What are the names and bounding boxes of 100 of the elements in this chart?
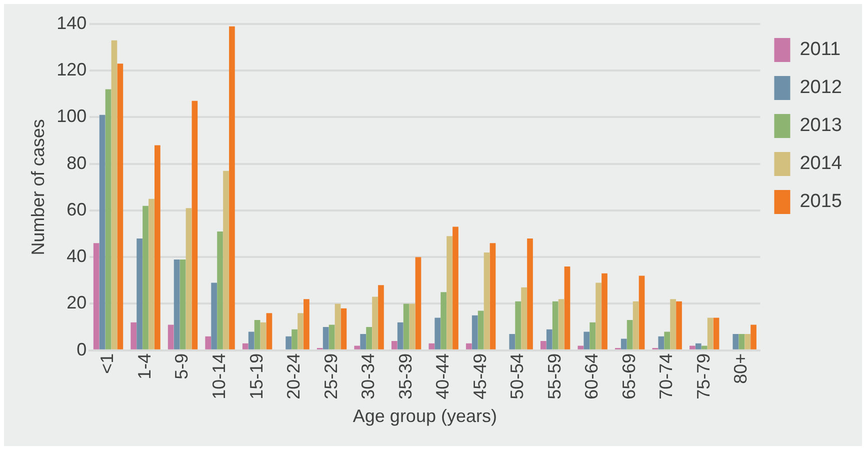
bar bbox=[478, 310, 484, 350]
bar bbox=[403, 304, 410, 350]
y-tick-label: 100 bbox=[56, 106, 87, 126]
y-tick-label: 0 bbox=[76, 339, 87, 360]
bar bbox=[527, 238, 533, 350]
bar bbox=[701, 346, 708, 350]
bar bbox=[378, 285, 384, 350]
x-axis-title: Age group (years) bbox=[352, 406, 497, 426]
bar bbox=[658, 336, 664, 350]
bar bbox=[484, 252, 490, 350]
bar bbox=[602, 273, 608, 350]
legend-label: 2013 bbox=[800, 115, 842, 136]
legend-label: 2011 bbox=[800, 39, 841, 60]
bar bbox=[638, 276, 645, 350]
bar bbox=[415, 257, 422, 350]
bar bbox=[205, 336, 212, 350]
bar bbox=[148, 198, 154, 350]
bar bbox=[99, 114, 106, 350]
bar bbox=[105, 89, 112, 350]
bar bbox=[521, 287, 527, 350]
bar bbox=[154, 145, 160, 350]
bar bbox=[690, 346, 696, 350]
legend-label: 2015 bbox=[800, 191, 842, 212]
y-tick-label: 40 bbox=[66, 246, 87, 266]
x-tick-label: 35-39 bbox=[395, 353, 416, 400]
legend-label: 2012 bbox=[800, 77, 842, 98]
bar bbox=[578, 346, 584, 350]
bar bbox=[254, 320, 260, 350]
x-tick-label: 60-64 bbox=[582, 353, 602, 400]
bar bbox=[596, 282, 602, 350]
y-tick-label: 120 bbox=[56, 60, 87, 80]
bar bbox=[676, 301, 682, 350]
bar bbox=[670, 299, 676, 350]
bar bbox=[440, 292, 446, 350]
bar bbox=[168, 324, 174, 350]
bar bbox=[223, 170, 229, 350]
bar bbox=[117, 64, 124, 350]
bar bbox=[713, 318, 720, 350]
bar bbox=[136, 238, 142, 350]
bar bbox=[452, 226, 458, 350]
bar bbox=[340, 308, 347, 350]
bar bbox=[564, 266, 570, 350]
bar bbox=[744, 334, 750, 350]
bar bbox=[180, 259, 186, 350]
bar bbox=[695, 343, 702, 350]
bar bbox=[434, 318, 441, 350]
legend-label: 2014 bbox=[800, 153, 842, 174]
bar bbox=[409, 304, 416, 350]
x-tick-label: 45-49 bbox=[470, 353, 490, 400]
bar bbox=[360, 334, 366, 350]
bar bbox=[664, 332, 670, 350]
x-tick-label: 20-24 bbox=[284, 353, 304, 400]
bar bbox=[472, 315, 478, 350]
x-tick-label: 80+ bbox=[730, 353, 751, 384]
x-tick-label: 40-44 bbox=[432, 353, 453, 400]
bar bbox=[584, 332, 590, 350]
x-tick-label: 30-34 bbox=[358, 353, 378, 400]
bar bbox=[111, 40, 118, 350]
x-tick-label: 75-79 bbox=[693, 353, 714, 400]
bar bbox=[211, 282, 217, 350]
x-tick-label: 70-74 bbox=[656, 353, 676, 400]
bar bbox=[372, 296, 378, 350]
bar bbox=[620, 338, 627, 350]
bar bbox=[732, 334, 739, 350]
bar bbox=[322, 327, 329, 350]
y-axis-title: Number of cases bbox=[28, 119, 48, 256]
bar bbox=[558, 299, 564, 350]
bar bbox=[186, 208, 192, 350]
bar bbox=[466, 343, 472, 350]
bar bbox=[242, 343, 248, 350]
bar bbox=[93, 243, 100, 350]
bar bbox=[292, 329, 298, 350]
y-tick-label: 60 bbox=[66, 199, 87, 220]
bar bbox=[509, 334, 516, 350]
x-tick-label: 25-29 bbox=[320, 353, 341, 400]
bar bbox=[304, 299, 310, 350]
x-tick-label: 50-54 bbox=[507, 353, 528, 400]
bar bbox=[130, 322, 137, 350]
y-tick-label: 80 bbox=[66, 152, 87, 173]
bar bbox=[286, 336, 292, 350]
x-tick-label: 10-14 bbox=[208, 353, 229, 400]
x-tick-label: 15-19 bbox=[246, 353, 266, 400]
bar bbox=[260, 322, 266, 350]
bar bbox=[192, 100, 198, 350]
bar bbox=[266, 313, 272, 350]
bar bbox=[446, 236, 452, 350]
bar bbox=[328, 324, 335, 350]
y-tick-label: 140 bbox=[56, 12, 87, 33]
x-tick-label: 5-9 bbox=[172, 353, 192, 380]
bar bbox=[366, 327, 372, 350]
bar bbox=[552, 301, 558, 350]
bar bbox=[515, 301, 521, 350]
y-tick-label: 20 bbox=[66, 292, 87, 313]
x-tick-label: 1-4 bbox=[134, 353, 154, 380]
x-tick-label: 65-69 bbox=[618, 353, 639, 400]
bar bbox=[707, 318, 714, 350]
bar bbox=[428, 343, 435, 350]
bar bbox=[217, 231, 223, 350]
bar bbox=[354, 346, 360, 350]
bar bbox=[334, 304, 341, 350]
